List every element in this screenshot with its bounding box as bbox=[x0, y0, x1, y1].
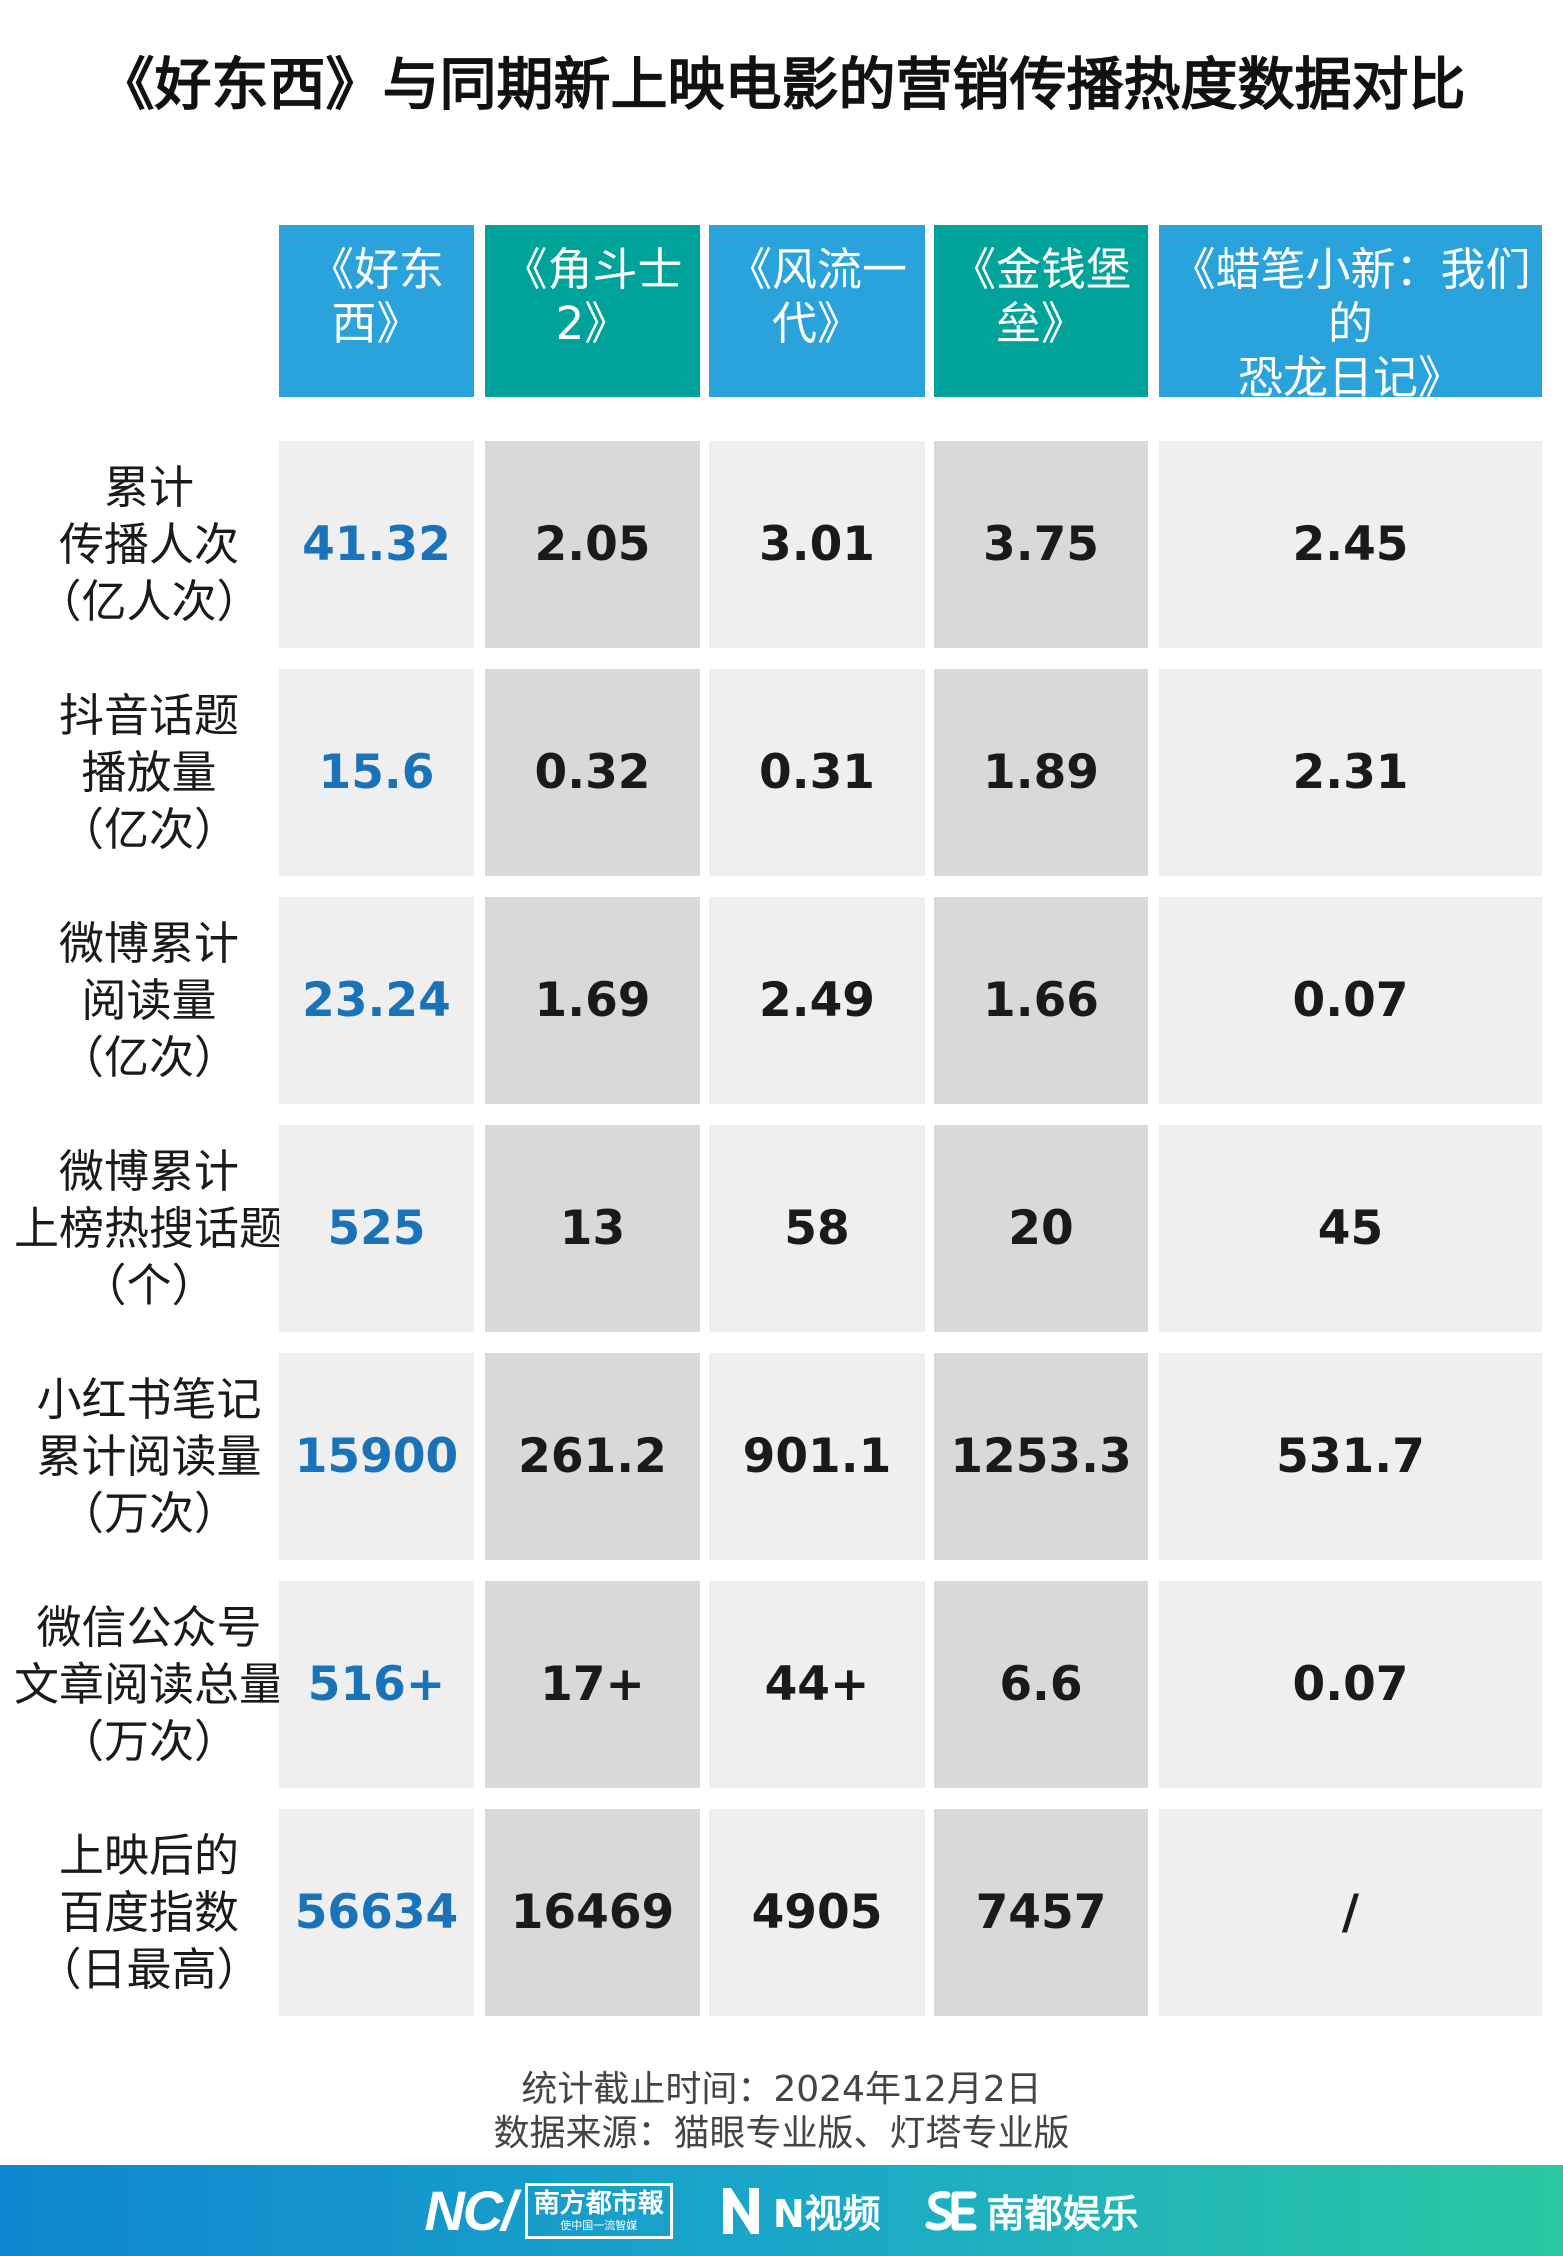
value-cell-r2-c1: 15.6 bbox=[279, 669, 474, 876]
value-cell-r7-c5: / bbox=[1159, 1809, 1542, 2016]
value-cell-r5-c2: 261.2 bbox=[485, 1353, 700, 1560]
column-header-3: 《风流一代》 bbox=[709, 225, 925, 397]
nvideo-label: N视频 bbox=[772, 2192, 881, 2236]
value-cell-r5-c4: 1253.3 bbox=[934, 1353, 1148, 1560]
value-cell-r1-c3: 3.01 bbox=[709, 441, 925, 648]
value-cell-r4-c4: 20 bbox=[934, 1125, 1148, 1332]
nandu-brand: NC/ 南方都市報 使中国一流智媒 bbox=[424, 2178, 673, 2243]
value-cell-r7-c1: 56634 bbox=[279, 1809, 474, 2016]
row-label-7: 上映后的 百度指数 （日最高） bbox=[36, 1829, 262, 1996]
value-cell-r5-c1: 15900 bbox=[279, 1353, 474, 1560]
row-label-1: 累计 传播人次 （亿人次） bbox=[36, 461, 262, 628]
column-header-4: 《金钱堡垒》 bbox=[934, 225, 1148, 397]
value-cell-r6-c3: 44+ bbox=[709, 1581, 925, 1788]
row-label-6: 微信公众号 文章阅读总量 （万次） bbox=[13, 1601, 284, 1768]
nandu-logo-text: 南方都市報 bbox=[533, 2188, 664, 2219]
value-cell-r2-c2: 0.32 bbox=[485, 669, 700, 876]
date-note: 统计截止时间：2024年12月2日 bbox=[521, 2069, 1042, 2110]
row-label-5: 小红书笔记 累计阅读量 （万次） bbox=[36, 1373, 262, 1540]
value-cell-r7-c2: 16469 bbox=[485, 1809, 700, 2016]
value-cell-r4-c1: 525 bbox=[279, 1125, 474, 1332]
value-cell-r1-c2: 2.05 bbox=[485, 441, 700, 648]
value-cell-r4-c3: 58 bbox=[709, 1125, 925, 1332]
value-cell-r3-c3: 2.49 bbox=[709, 897, 925, 1104]
value-cell-r7-c4: 7457 bbox=[934, 1809, 1148, 2016]
value-cell-r5-c5: 531.7 bbox=[1159, 1353, 1542, 1560]
value-cell-r3-c5: 0.07 bbox=[1159, 897, 1542, 1104]
value-cell-r2-c3: 0.31 bbox=[709, 669, 925, 876]
column-header-1: 《好东西》 bbox=[279, 225, 474, 397]
page-title: 《好东西》与同期新上映电影的营销传播热度数据对比 bbox=[97, 52, 1466, 118]
column-header-2: 《角斗士2》 bbox=[485, 225, 700, 397]
nandu-logo-box: 南方都市報 使中国一流智媒 bbox=[524, 2182, 673, 2239]
value-cell-r3-c4: 1.66 bbox=[934, 897, 1148, 1104]
value-cell-r2-c4: 1.89 bbox=[934, 669, 1148, 876]
nandu-ent-brand: 南都娱乐 bbox=[925, 2183, 1139, 2238]
value-cell-r3-c2: 1.69 bbox=[485, 897, 700, 1104]
value-cell-r6-c1: 516+ bbox=[279, 1581, 474, 1788]
value-cell-r5-c3: 901.1 bbox=[709, 1353, 925, 1560]
value-cell-r2-c5: 2.31 bbox=[1159, 669, 1542, 876]
value-cell-r1-c4: 3.75 bbox=[934, 441, 1148, 648]
row-label-2: 抖音话题 播放量 （亿次） bbox=[58, 689, 239, 856]
nc-logo: NC/ bbox=[424, 2179, 516, 2242]
value-cell-r6-c2: 17+ bbox=[485, 1581, 700, 1788]
column-header-5: 《蜡笔小新：我们的 恐龙日记》 bbox=[1159, 225, 1542, 404]
value-cell-r3-c1: 23.24 bbox=[279, 897, 474, 1104]
value-cell-r6-c5: 0.07 bbox=[1159, 1581, 1542, 1788]
value-cell-r1-c1: 41.32 bbox=[279, 441, 474, 648]
value-cell-r6-c4: 6.6 bbox=[934, 1581, 1148, 1788]
value-cell-r1-c5: 2.45 bbox=[1159, 441, 1542, 648]
row-label-3: 微博累计 阅读量 （亿次） bbox=[58, 917, 239, 1084]
row-label-4: 微博累计 上榜热搜话题 （个） bbox=[13, 1145, 284, 1312]
value-cell-r7-c3: 4905 bbox=[709, 1809, 925, 2016]
brand-bar: NC/ 南方都市報 使中国一流智媒 N视频 南都娱乐 bbox=[0, 2165, 1563, 2256]
nandu-slogan: 使中国一流智媒 bbox=[560, 2218, 638, 2232]
nandu-ent-label: 南都娱乐 bbox=[986, 2192, 1139, 2236]
nvideo-brand: N视频 bbox=[717, 2183, 881, 2238]
nvideo-icon bbox=[717, 2184, 763, 2238]
value-cell-r4-c5: 45 bbox=[1159, 1125, 1542, 1332]
se-logo-icon bbox=[925, 2187, 977, 2235]
value-cell-r4-c2: 13 bbox=[485, 1125, 700, 1332]
source-note: 数据来源：猫眼专业版、灯塔专业版 bbox=[493, 2113, 1070, 2154]
